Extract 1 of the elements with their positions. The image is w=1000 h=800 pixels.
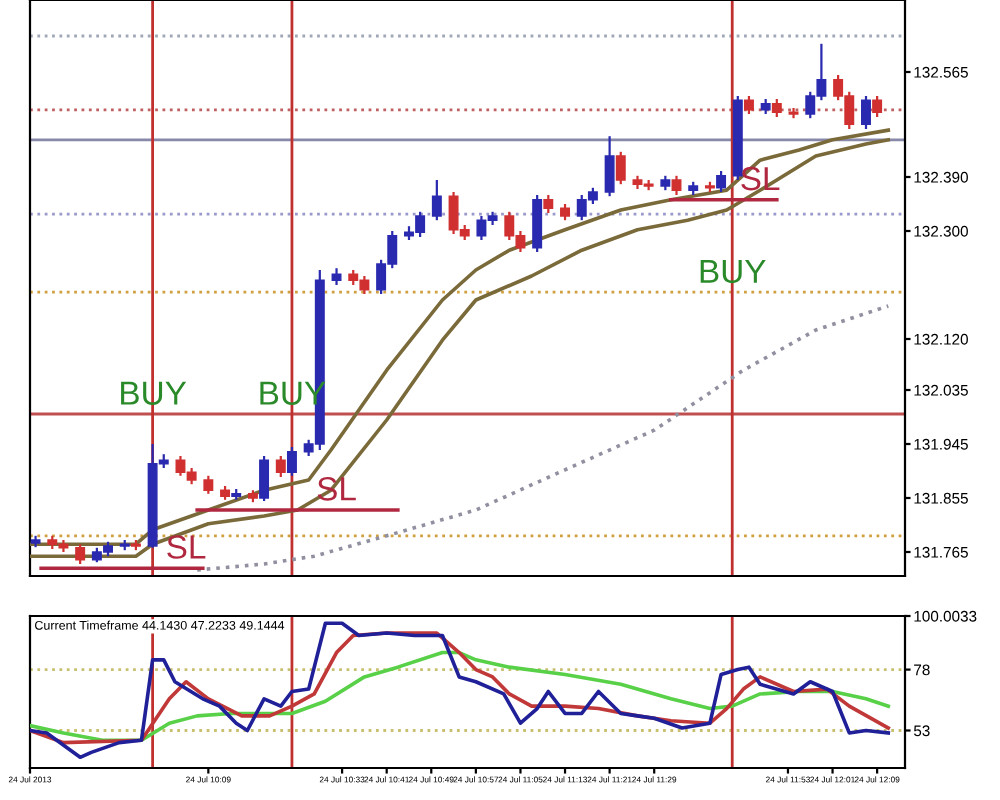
annotation: SL bbox=[167, 535, 206, 559]
